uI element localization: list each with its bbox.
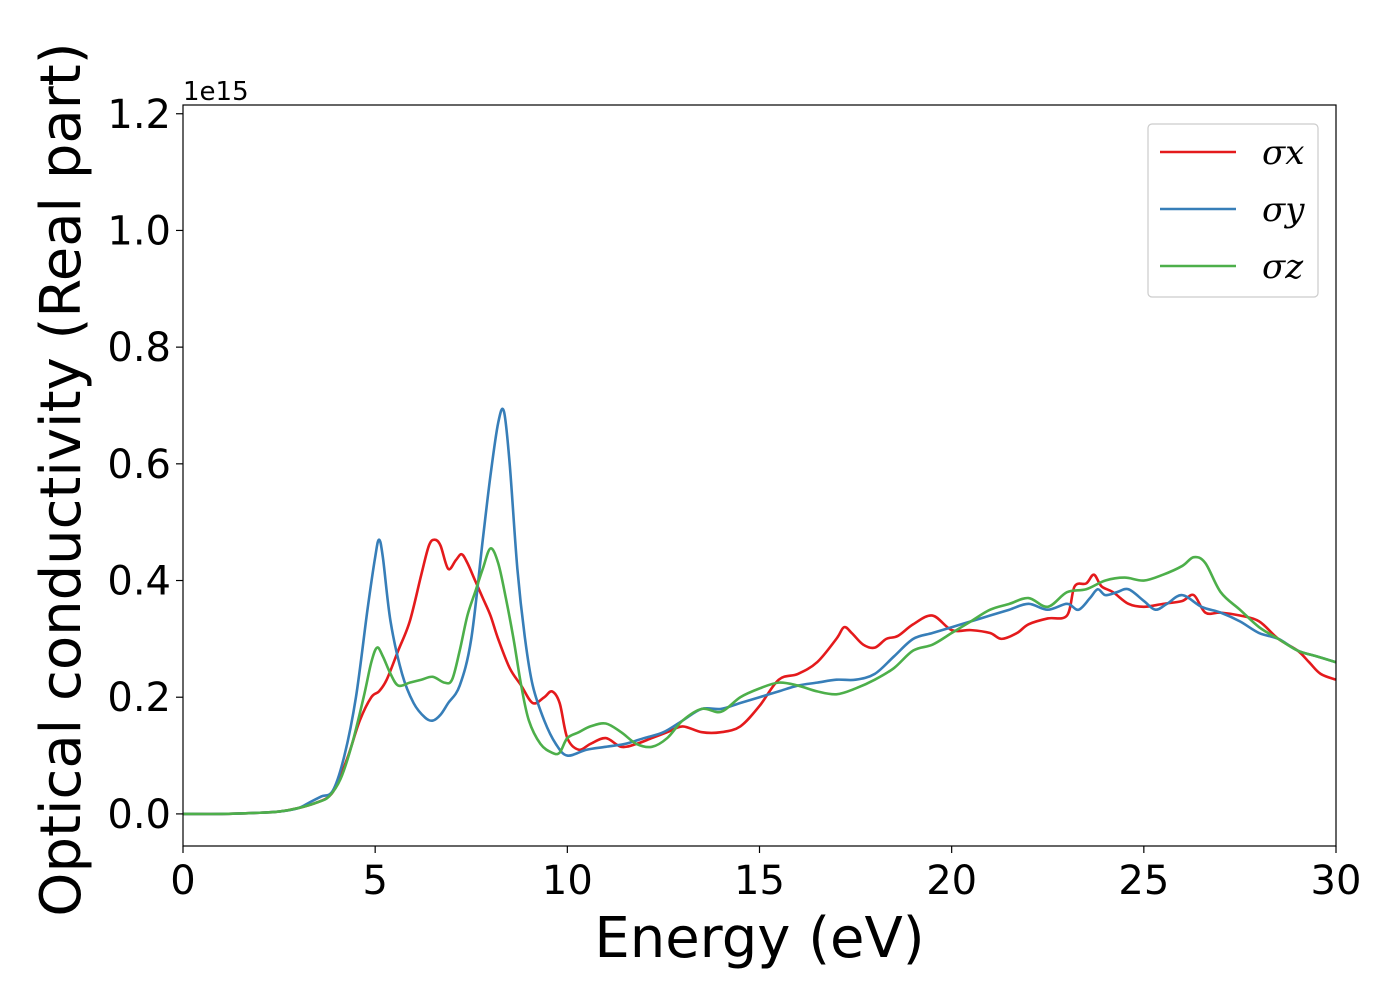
y-tick-label: 0.2 — [107, 675, 171, 721]
series-lines — [183, 407, 1336, 816]
legend-label: σz — [1262, 247, 1304, 287]
x-tick-label: 10 — [542, 858, 593, 904]
legend: σx σy σz — [1147, 123, 1319, 298]
y-tick-label: 0.4 — [107, 559, 171, 605]
y-tick-label: 0.8 — [107, 325, 171, 371]
y-axis-label: Optical conductivity (Real part) — [29, 42, 94, 916]
x-axis-ticks: 0 5 10 15 20 25 30 — [170, 846, 1361, 904]
x-tick-label: 15 — [734, 858, 785, 904]
y-axis-offset-text: 1e15 — [183, 77, 249, 107]
x-tick-label: 30 — [1311, 858, 1362, 904]
legend-label: σx — [1262, 133, 1304, 173]
x-tick-label: 20 — [926, 858, 977, 904]
legend-label: σy — [1262, 190, 1305, 230]
y-axis-ticks: 0.0 0.2 0.4 0.6 0.8 1.0 1.2 — [107, 92, 183, 838]
y-tick-label: 0.6 — [107, 442, 171, 488]
x-tick-label: 5 — [362, 858, 387, 904]
y-tick-label: 1.2 — [107, 92, 171, 138]
series-line-3 — [183, 547, 1336, 816]
x-tick-label: 0 — [170, 858, 195, 904]
y-tick-label: 0.0 — [107, 792, 171, 838]
x-axis-label: Energy (eV) — [594, 906, 924, 971]
x-tick-label: 25 — [1118, 858, 1169, 904]
series-line-2 — [183, 407, 1336, 816]
legend-box — [1147, 123, 1319, 298]
y-tick-label: 1.0 — [107, 208, 171, 254]
